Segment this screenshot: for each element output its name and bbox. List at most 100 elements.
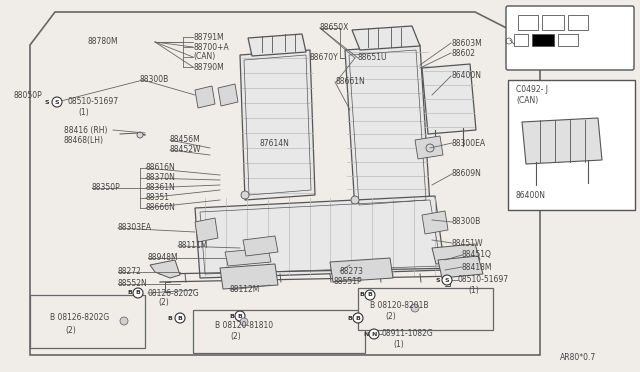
Text: C0492- J: C0492- J [516, 86, 548, 94]
Text: 88790M: 88790M [193, 62, 224, 71]
Text: 88370N: 88370N [146, 173, 176, 183]
Text: 08510-51697: 08510-51697 [68, 97, 119, 106]
Text: B: B [168, 315, 172, 321]
Text: S: S [45, 99, 49, 105]
Text: B: B [360, 292, 364, 298]
Polygon shape [218, 84, 238, 106]
Text: 88791M: 88791M [193, 32, 223, 42]
Circle shape [137, 132, 143, 138]
Polygon shape [415, 136, 443, 159]
Text: 88661N: 88661N [335, 77, 365, 87]
Text: (1): (1) [78, 108, 89, 116]
Text: B 08120-81810: B 08120-81810 [215, 321, 273, 330]
Text: B: B [356, 315, 360, 321]
Text: 88456M: 88456M [170, 135, 201, 144]
Text: (2): (2) [230, 333, 241, 341]
Polygon shape [195, 218, 218, 242]
Text: 88451W: 88451W [452, 238, 483, 247]
Text: 88303EA: 88303EA [118, 224, 152, 232]
Polygon shape [432, 244, 480, 264]
Text: N: N [371, 331, 377, 337]
Polygon shape [193, 310, 365, 353]
Text: 88451Q: 88451Q [462, 250, 492, 260]
Circle shape [365, 290, 375, 300]
Text: 88609N: 88609N [452, 170, 482, 179]
Polygon shape [195, 196, 445, 278]
Text: 08126-8202G: 08126-8202G [148, 289, 200, 298]
Text: 88602: 88602 [451, 48, 475, 58]
Text: 86400N: 86400N [451, 71, 481, 80]
Text: 88780M: 88780M [88, 38, 118, 46]
Text: 88050P: 88050P [14, 90, 43, 99]
Bar [568, 15, 588, 30]
FancyBboxPatch shape [506, 6, 634, 70]
Text: 88300B: 88300B [452, 218, 481, 227]
Polygon shape [522, 118, 602, 164]
Circle shape [235, 311, 245, 321]
Polygon shape [248, 34, 306, 56]
Text: 88416 (RH): 88416 (RH) [64, 125, 108, 135]
Text: AR80*0.7: AR80*0.7 [560, 353, 596, 362]
Text: N: N [364, 331, 369, 337]
Circle shape [369, 329, 379, 339]
Text: B: B [230, 314, 234, 318]
Text: B: B [127, 291, 132, 295]
Circle shape [175, 313, 185, 323]
Polygon shape [422, 211, 448, 234]
Text: 88452W: 88452W [170, 145, 202, 154]
Polygon shape [345, 45, 430, 210]
Text: 88948M: 88948M [148, 253, 179, 263]
Text: 88350P: 88350P [92, 183, 121, 192]
Text: S: S [445, 278, 449, 282]
Text: 88616N: 88616N [146, 164, 176, 173]
Text: (CAN): (CAN) [516, 96, 538, 105]
Circle shape [241, 191, 249, 199]
Bar [542, 15, 564, 30]
Polygon shape [358, 288, 493, 330]
Text: B 08126-8202G: B 08126-8202G [50, 314, 109, 323]
Text: 88112M: 88112M [230, 285, 260, 295]
Text: 87614N: 87614N [260, 138, 290, 148]
Text: 88651U: 88651U [358, 54, 387, 62]
Text: (2): (2) [158, 298, 169, 308]
Text: (1): (1) [393, 340, 404, 349]
Text: 88666N: 88666N [146, 203, 176, 212]
Polygon shape [225, 248, 271, 266]
Text: 88272: 88272 [118, 267, 142, 276]
Polygon shape [195, 86, 215, 108]
Text: 88552N: 88552N [118, 279, 148, 289]
Text: 88700+A: 88700+A [193, 42, 228, 51]
Text: (2): (2) [65, 326, 76, 334]
Circle shape [442, 275, 452, 285]
Text: 86400N: 86400N [516, 190, 546, 199]
Bar [558, 34, 578, 46]
Polygon shape [422, 64, 476, 134]
Text: 08911-1082G: 08911-1082G [382, 330, 434, 339]
Circle shape [353, 313, 363, 323]
Circle shape [411, 304, 419, 312]
Polygon shape [438, 256, 483, 278]
Bar [518, 15, 538, 30]
Text: S: S [436, 278, 440, 282]
Polygon shape [30, 12, 540, 355]
Text: 08510-51697: 08510-51697 [458, 276, 509, 285]
Text: B: B [136, 291, 140, 295]
Text: 88361N: 88361N [146, 183, 176, 192]
Text: B 08120-8201B: B 08120-8201B [370, 301, 429, 310]
Circle shape [52, 97, 62, 107]
Bar [514, 34, 528, 46]
Polygon shape [150, 260, 180, 278]
Bar [532, 34, 554, 46]
Polygon shape [30, 295, 145, 348]
Polygon shape [330, 258, 393, 282]
Text: 88351: 88351 [146, 193, 170, 202]
Text: (1): (1) [468, 285, 479, 295]
Text: 88111M: 88111M [178, 241, 209, 250]
Text: B: B [237, 314, 243, 318]
Circle shape [120, 317, 128, 325]
Text: (CAN): (CAN) [193, 52, 215, 61]
Circle shape [426, 144, 434, 152]
Circle shape [240, 318, 248, 326]
Text: S: S [54, 99, 60, 105]
Polygon shape [240, 50, 315, 200]
